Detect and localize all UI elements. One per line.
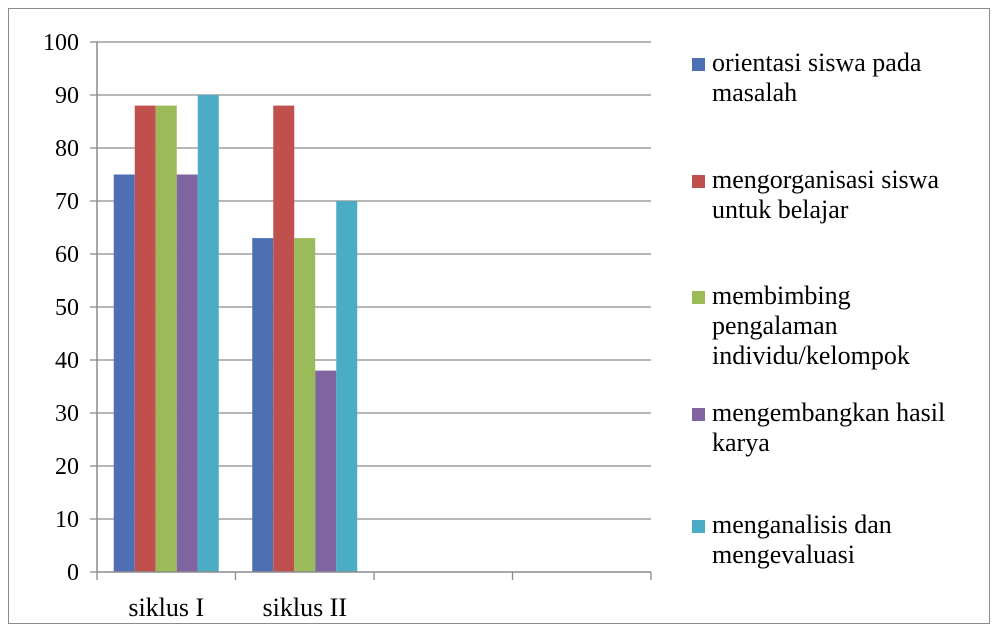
bar — [336, 201, 358, 572]
bar — [197, 95, 219, 572]
bar — [294, 238, 316, 572]
bar — [176, 174, 198, 572]
legend-swatch — [692, 291, 705, 304]
bar — [252, 238, 274, 572]
y-tick-label: 0 — [67, 560, 79, 586]
y-tick-label: 30 — [55, 401, 79, 427]
legend-swatch — [692, 175, 705, 188]
y-tick-labels: 0 10 20 30 40 50 60 70 80 90 100 — [43, 30, 79, 586]
x-tick-labels: siklus I siklus II — [128, 593, 347, 622]
y-tick-label: 100 — [43, 30, 79, 56]
bar — [315, 370, 337, 572]
legend-swatch — [692, 408, 705, 421]
legend-label: mengorganisasi siswa untuk belajar — [712, 165, 939, 224]
y-tick-label: 10 — [55, 507, 79, 533]
legend-label: menganalisis dan mengevaluasi — [712, 510, 892, 569]
y-tick-label: 40 — [55, 348, 79, 374]
legend-label: membimbing pengalaman individu/kelompok — [712, 281, 910, 370]
x-tick-label: siklus II — [263, 593, 348, 622]
legend-label: mengembangkan hasil karya — [712, 398, 946, 457]
bar — [134, 105, 156, 572]
legend-label: orientasi siswa pada masalah — [712, 48, 922, 107]
bar — [113, 174, 135, 572]
y-tick-label: 70 — [55, 189, 79, 215]
legend-swatch — [692, 58, 705, 71]
legend-swatch — [692, 520, 705, 533]
y-tick-label: 20 — [55, 454, 79, 480]
bars — [113, 95, 358, 572]
bar — [273, 105, 295, 572]
y-tick-label: 90 — [55, 83, 79, 109]
bar — [155, 105, 177, 572]
y-tick-label: 60 — [55, 242, 79, 268]
axes — [90, 41, 652, 580]
y-tick-label: 80 — [55, 136, 79, 162]
y-tick-label: 50 — [55, 295, 79, 321]
x-tick-label: siklus I — [128, 593, 204, 622]
